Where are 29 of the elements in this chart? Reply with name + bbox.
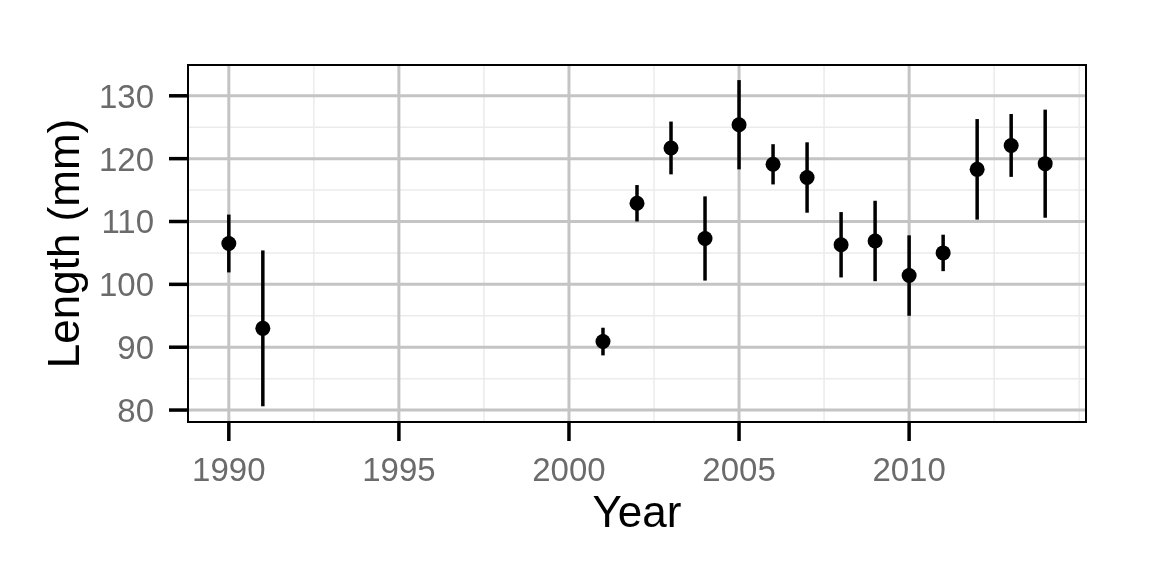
point xyxy=(799,170,815,186)
x-tick-label: 2000 xyxy=(532,451,606,488)
point xyxy=(901,268,917,284)
point xyxy=(663,140,679,156)
point xyxy=(765,156,781,172)
x-axis-title: Year xyxy=(592,487,682,536)
point xyxy=(969,161,985,177)
x-tick-label: 2005 xyxy=(702,451,776,488)
point xyxy=(935,245,951,261)
y-tick-label: 80 xyxy=(117,391,154,429)
y-tick-label: 90 xyxy=(117,329,154,367)
point xyxy=(629,195,645,211)
point xyxy=(255,320,271,336)
point xyxy=(221,236,237,251)
x-tick-label: 2010 xyxy=(872,451,946,488)
y-tick-label: 120 xyxy=(98,140,154,178)
x-tick-label: 1995 xyxy=(362,451,436,488)
point xyxy=(1037,156,1053,172)
point xyxy=(833,237,849,253)
y-tick-label: 110 xyxy=(101,203,154,241)
y-tick-label: 100 xyxy=(98,266,154,304)
y-tick-label: 130 xyxy=(98,77,154,115)
x-tick-label: 1990 xyxy=(192,451,266,488)
point xyxy=(1003,137,1019,153)
point xyxy=(697,230,713,246)
point xyxy=(595,334,611,350)
y-axis-title: Length (mm) xyxy=(39,118,88,369)
point xyxy=(731,117,747,133)
point xyxy=(867,233,883,249)
